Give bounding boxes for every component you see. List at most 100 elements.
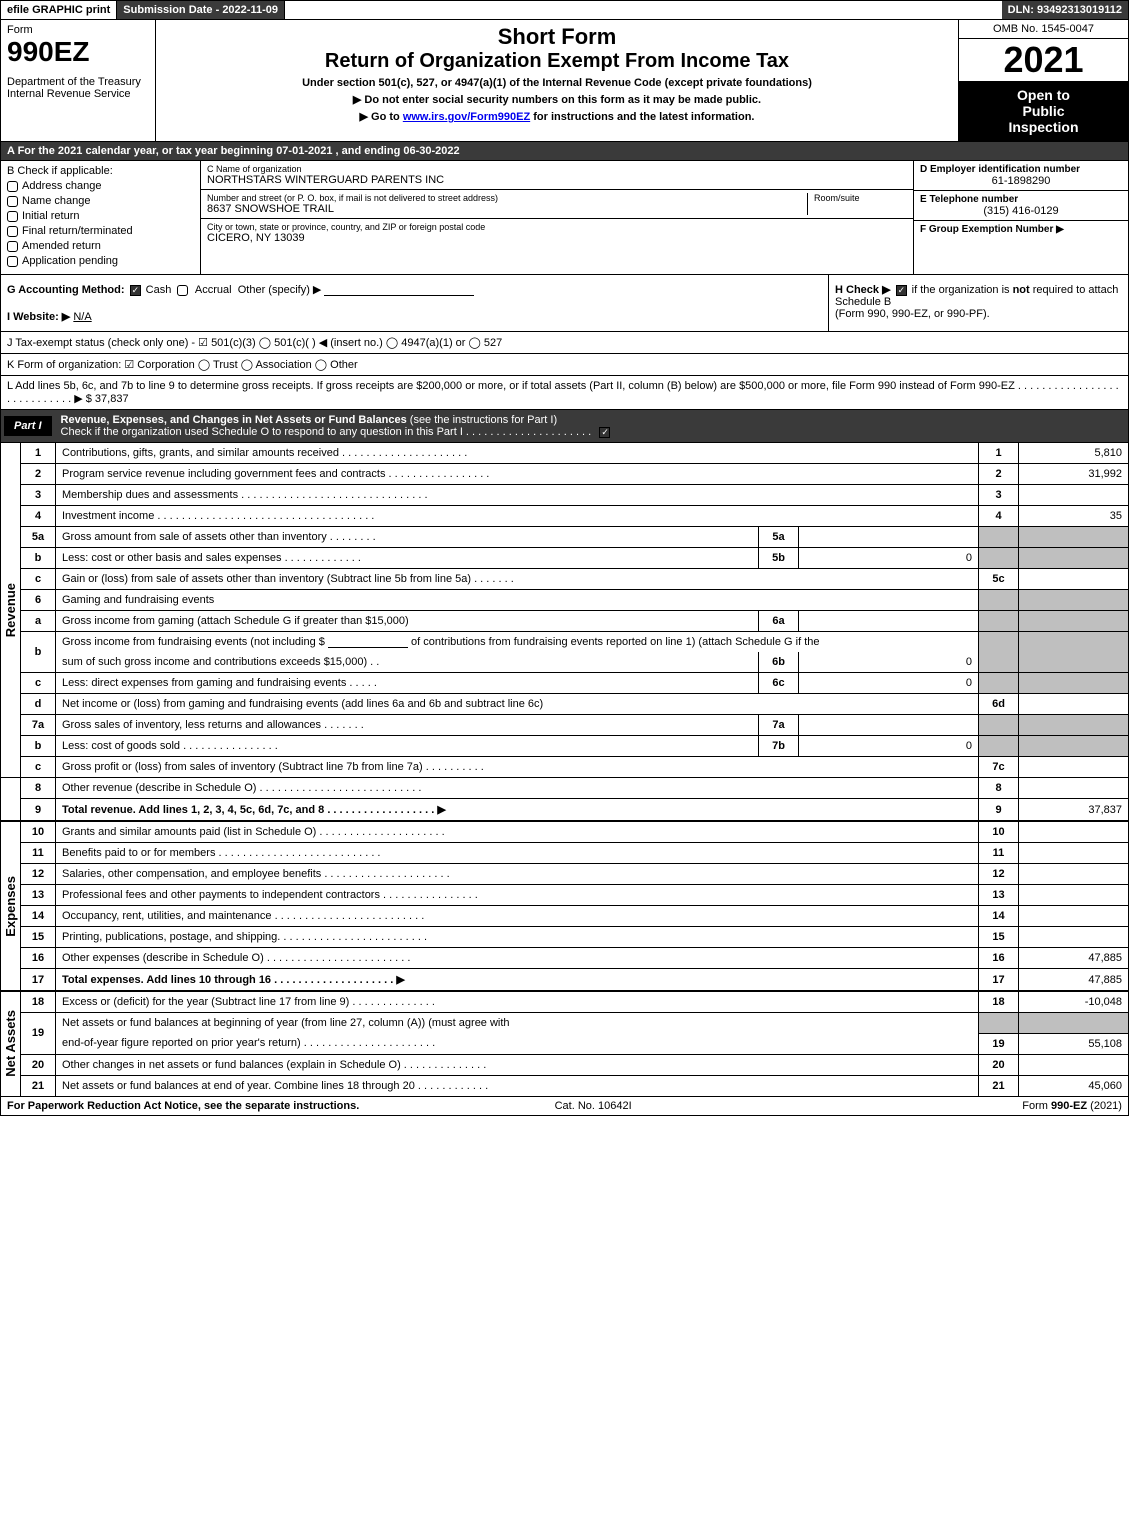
l12-num: 12 (21, 864, 56, 885)
col-b-label: B Check if applicable: (7, 165, 194, 177)
l6c-mini-num: 6c (759, 673, 799, 694)
part1-check-text: Check if the organization used Schedule … (61, 426, 592, 438)
l11-box: 11 (979, 843, 1019, 864)
l17-val: 47,885 (1019, 969, 1129, 992)
l13-desc: Professional fees and other payments to … (56, 885, 979, 906)
org-name: NORTHSTARS WINTERGUARD PARENTS INC (207, 174, 907, 186)
cb-name-change[interactable] (7, 196, 18, 207)
l9-desc: Total revenue. Add lines 1, 2, 3, 4, 5c,… (56, 799, 979, 822)
l21-box: 21 (979, 1075, 1019, 1096)
inspect-line1: Open to (963, 87, 1124, 103)
row-g: G Accounting Method: Cash Accrual Other … (7, 283, 822, 296)
l18-desc: Excess or (deficit) for the year (Subtra… (56, 991, 979, 1013)
cb-address-change[interactable] (7, 181, 18, 192)
l1-val: 5,810 (1019, 443, 1129, 464)
footer-left: For Paperwork Reduction Act Notice, see … (7, 1100, 359, 1112)
l6b-box-gray (979, 632, 1019, 673)
l17-num: 17 (21, 969, 56, 992)
l5b-mini-val: 0 (799, 548, 979, 569)
cb-schedule-o[interactable] (599, 427, 610, 438)
l3-box: 3 (979, 485, 1019, 506)
h-label: H Check ▶ (835, 284, 891, 296)
lbl-cash: Cash (146, 284, 172, 296)
lbl-name-change: Name change (22, 195, 91, 207)
l7c-val (1019, 757, 1129, 778)
part1-table: Revenue 1 Contributions, gifts, grants, … (0, 443, 1129, 1097)
l7a-val-gray (1019, 715, 1129, 736)
l7b-mini-val: 0 (799, 736, 979, 757)
l5a-desc: Gross amount from sale of assets other t… (56, 527, 759, 548)
goto-line: ▶ Go to www.irs.gov/Form990EZ for instru… (162, 110, 952, 123)
l10-box: 10 (979, 821, 1019, 843)
group-exemption-label: F Group Exemption Number ▶ (920, 224, 1122, 235)
l6c-mini-val: 0 (799, 673, 979, 694)
dept-treasury: Department of the Treasury (7, 76, 149, 88)
l6-num: 6 (21, 590, 56, 611)
inspection-badge: Open to Public Inspection (959, 81, 1128, 141)
cb-application-pending[interactable] (7, 256, 18, 267)
col-c-org-info: C Name of organization NORTHSTARS WINTER… (201, 161, 913, 274)
l6a-desc: Gross income from gaming (attach Schedul… (56, 611, 759, 632)
irs-label: Internal Revenue Service (7, 88, 149, 100)
name-label: C Name of organization (207, 164, 907, 174)
l3-val (1019, 485, 1129, 506)
l1-desc: Contributions, gifts, grants, and simila… (56, 443, 979, 464)
footer-right-post: (2021) (1087, 1100, 1122, 1112)
l6-box-gray (979, 590, 1019, 611)
l1-box: 1 (979, 443, 1019, 464)
l6b-desc-1: Gross income from fundraising events (no… (56, 632, 979, 653)
l11-val (1019, 843, 1129, 864)
l6d-num: d (21, 694, 56, 715)
goto-link[interactable]: www.irs.gov/Form990EZ (403, 111, 530, 123)
street: 8637 SNOWSHOE TRAIL (207, 203, 807, 215)
other-blank (324, 284, 474, 296)
form-word: Form (7, 24, 149, 36)
l6b-mini-num: 6b (759, 652, 799, 673)
l4-num: 4 (21, 506, 56, 527)
row-k: K Form of organization: ☑ Corporation ◯ … (0, 354, 1129, 376)
l19-box: 19 (979, 1033, 1019, 1054)
footer-cat: Cat. No. 10642I (555, 1100, 632, 1112)
l21-desc: Net assets or fund balances at end of ye… (56, 1075, 979, 1096)
l5a-mini-num: 5a (759, 527, 799, 548)
l7b-num: b (21, 736, 56, 757)
footer-right: Form 990-EZ (2021) (1022, 1100, 1122, 1112)
cb-accrual[interactable] (177, 285, 188, 296)
city: CICERO, NY 13039 (207, 232, 907, 244)
l4-val: 35 (1019, 506, 1129, 527)
l6d-val (1019, 694, 1129, 715)
tax-year: 2021 (959, 39, 1128, 81)
l12-box: 12 (979, 864, 1019, 885)
l5b-box-gray (979, 548, 1019, 569)
cb-schedule-b[interactable] (896, 285, 907, 296)
part1-title: Revenue, Expenses, and Changes in Net As… (61, 414, 407, 426)
lbl-other: Other (specify) ▶ (238, 284, 322, 296)
l5a-val-gray (1019, 527, 1129, 548)
dln: DLN: 93492313019112 (1002, 1, 1128, 19)
l1-num: 1 (21, 443, 56, 464)
cb-cash[interactable] (130, 285, 141, 296)
lbl-accrual: Accrual (195, 284, 232, 296)
efile-print-button[interactable]: efile GRAPHIC print (1, 1, 117, 19)
l13-num: 13 (21, 885, 56, 906)
l5c-desc: Gain or (loss) from sale of assets other… (56, 569, 979, 590)
cb-amended-return[interactable] (7, 241, 18, 252)
cb-initial-return[interactable] (7, 211, 18, 222)
vlabel-netassets: Net Assets (1, 1008, 20, 1079)
ein-label: D Employer identification number (920, 164, 1122, 175)
inspect-line2: Public (963, 103, 1124, 119)
l13-val (1019, 885, 1129, 906)
l14-desc: Occupancy, rent, utilities, and maintena… (56, 906, 979, 927)
l7b-desc: Less: cost of goods sold . . . . . . . .… (56, 736, 759, 757)
cb-final-return[interactable] (7, 226, 18, 237)
l2-desc: Program service revenue including govern… (56, 464, 979, 485)
l6-val-gray (1019, 590, 1129, 611)
warning-ssn: ▶ Do not enter social security numbers o… (162, 93, 952, 106)
form-header: Form 990EZ Department of the Treasury In… (0, 20, 1129, 142)
phone-label: E Telephone number (920, 194, 1122, 205)
website-label: I Website: ▶ (7, 311, 70, 323)
room-label: Room/suite (814, 193, 907, 203)
form-id-block: Form 990EZ Department of the Treasury In… (1, 20, 156, 141)
lbl-final-return: Final return/terminated (22, 225, 133, 237)
lbl-application-pending: Application pending (22, 255, 118, 267)
